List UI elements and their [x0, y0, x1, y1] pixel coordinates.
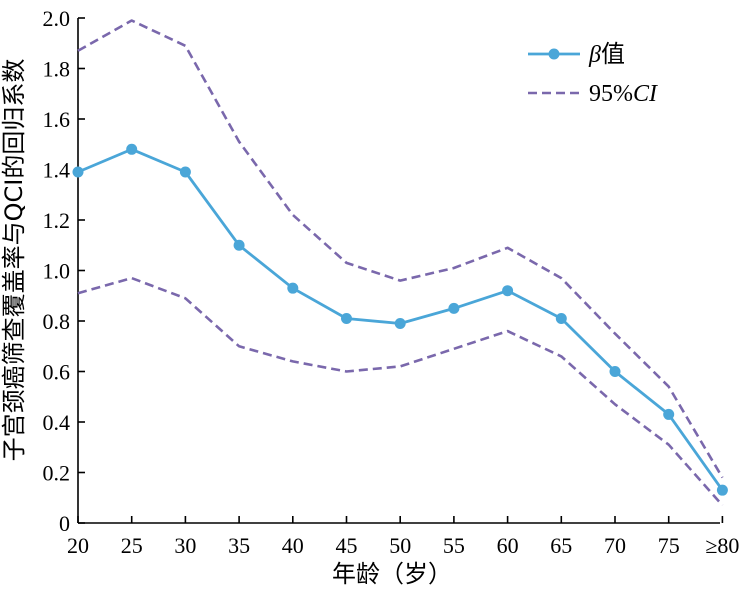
y-tick-label: 1.8 [43, 57, 71, 82]
beta-point [72, 166, 84, 178]
x-tick-label: 45 [336, 533, 358, 558]
y-tick-label: 0.2 [43, 461, 71, 486]
x-tick-label: 20 [67, 533, 89, 558]
legend-ci-label-suffix: CI [633, 81, 658, 107]
beta-point [663, 408, 675, 420]
x-tick-label: 35 [228, 533, 250, 558]
y-tick-label: 1.2 [43, 208, 71, 233]
x-tick-label: 40 [282, 533, 304, 558]
series-layer [72, 19, 728, 507]
beta-point [126, 143, 138, 155]
y-tick-label: 1.0 [43, 259, 71, 284]
x-tick-label: 70 [604, 533, 626, 558]
y-tick-label: 1.6 [43, 107, 71, 132]
y-tick-label: 0.4 [43, 410, 71, 435]
x-tick-label: 60 [497, 533, 519, 558]
legend-beta-marker [548, 48, 560, 60]
beta-point [394, 318, 406, 330]
x-ticks: 20 25 30 35 40 45 50 55 60 65 70 75 ≥80 [67, 516, 739, 558]
beta-point [555, 312, 567, 324]
y-tick-label: 0.6 [43, 360, 71, 385]
ci-lower-series-line [77, 276, 724, 507]
legend-beta-label-suffix: 值 [601, 40, 625, 68]
beta-point [716, 484, 728, 496]
beta-point [502, 285, 514, 297]
x-axis-title: 年龄（岁） [332, 560, 452, 588]
y-tick-label: 0 [59, 511, 70, 536]
x-tick-label: 30 [174, 533, 196, 558]
y-axis-title: 子宫颈癌筛查覆盖率与QCI的回归系数 [0, 59, 28, 462]
beta-point [609, 366, 621, 377]
x-tick-label: 65 [550, 533, 572, 558]
x-tick-label: 25 [121, 533, 143, 558]
legend-ci-label: 95%CI [589, 81, 658, 107]
legend-beta-label-prefix: β [588, 42, 601, 68]
x-tick-label: 75 [658, 533, 680, 558]
y-tick-label: 2.0 [43, 6, 71, 31]
beta-point [341, 312, 352, 324]
x-tick-label: 55 [443, 533, 465, 558]
beta-point [233, 239, 245, 251]
beta-point [448, 302, 460, 314]
legend-ci-label-prefix: 95% [589, 81, 633, 107]
y-ticks: 0 0.2 0.4 0.6 0.8 1.0 1.2 1.4 1.6 1.8 2.0 [43, 6, 85, 536]
beta-point [179, 166, 191, 178]
legend: β值 95%CI [528, 40, 658, 107]
y-tick-label: 0.8 [43, 309, 71, 334]
y-tick-label: 1.4 [43, 158, 71, 183]
x-tick-label: ≥80 [705, 533, 739, 558]
beta-point [287, 282, 299, 294]
ci-upper-series-line [77, 19, 724, 479]
legend-beta-label: β值 [588, 40, 625, 68]
x-tick-label: 50 [389, 533, 411, 558]
